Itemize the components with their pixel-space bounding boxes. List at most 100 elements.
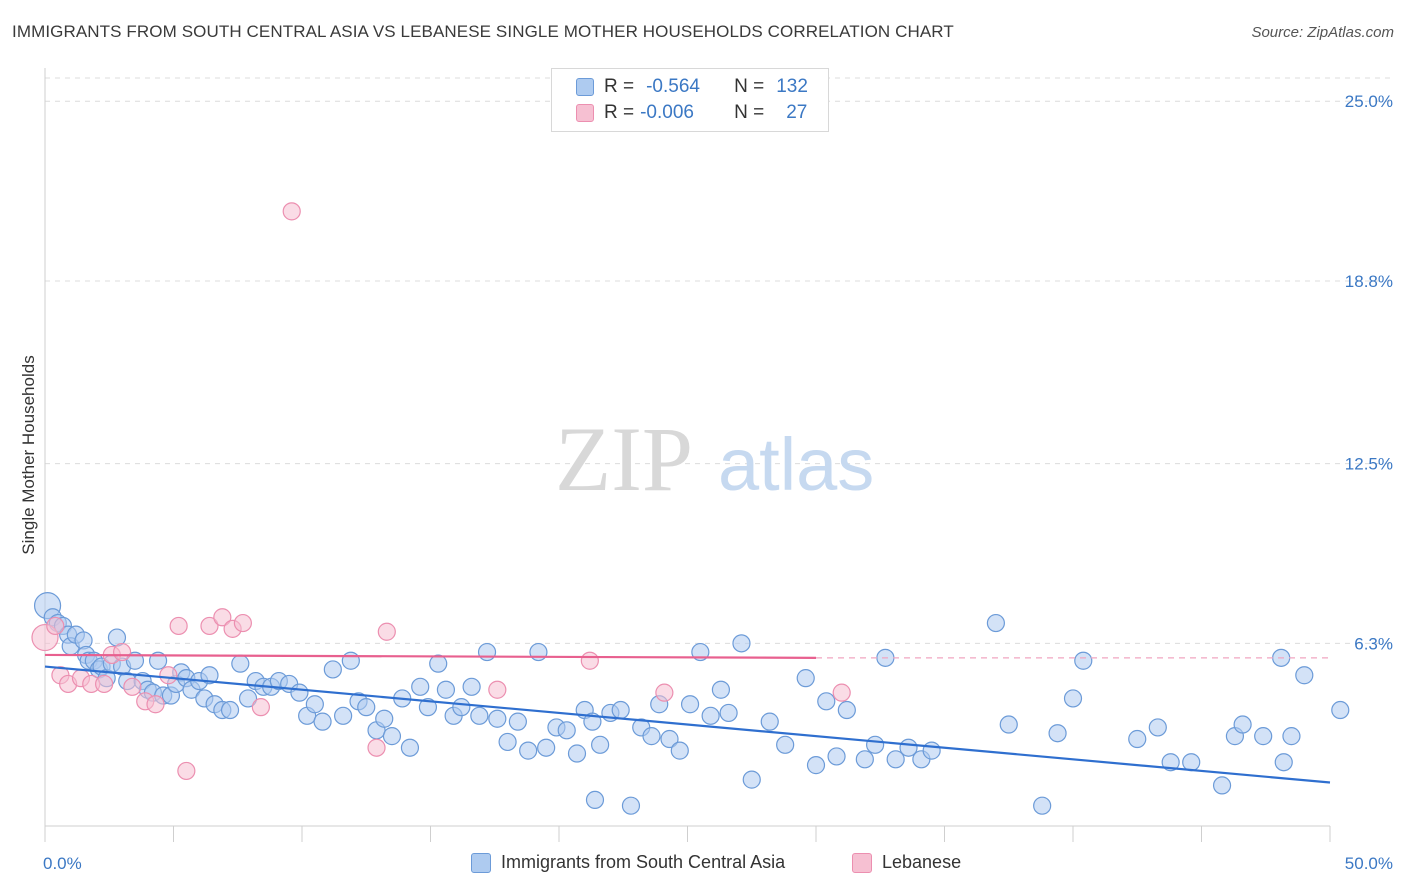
blue-point [529,642,548,662]
blue-point [1074,651,1093,670]
blue-point [776,735,795,754]
pink-point [177,761,196,781]
pink-point [580,651,599,670]
blue-point [1212,776,1232,795]
blue-point [238,689,258,708]
blue-point [866,735,885,754]
blue-point [711,680,731,699]
blue-point [1295,666,1314,685]
legend-r-value: -0.564 [646,76,700,97]
legend-swatch-pink [576,104,594,122]
blue-point [220,700,240,720]
pink-point [112,642,132,662]
series-legend-item-pink: Lebanese [852,852,961,873]
pink-point [655,683,674,702]
y-tick-label: 18.8% [1345,272,1393,291]
blue-point [827,747,846,766]
pink-point [367,738,386,757]
blue-point [231,654,250,673]
correlation-legend: R = -0.564 N = 132 R = -0.006 N = 27 [551,68,829,132]
blue-point [375,709,394,728]
legend-row-blue: R = -0.564 N = 132 [576,75,808,99]
blue-point [796,669,815,688]
blue-point [290,683,309,702]
blue-point [411,677,430,696]
blue-point [200,666,219,685]
blue-point [313,712,332,731]
blue-point [1254,727,1273,746]
blue-point [986,613,1006,633]
blue-point [1331,700,1350,720]
blue-point [719,703,738,723]
blue-point [660,729,679,749]
blue-point [1161,753,1180,772]
x-tick-label-max: 50.0% [1345,854,1393,873]
pink-point [123,677,142,696]
blue-point [817,692,836,711]
blue-point [341,651,360,670]
blue-point [382,727,402,746]
series-name: Immigrants from South Central Asia [501,852,786,872]
blue-point [1128,729,1147,749]
tick-labels: 25.0% 18.8% 12.5% 6.3% 0.0% 50.0% [43,92,1393,873]
blue-point [537,738,556,757]
series-swatch-pink [852,852,872,873]
pink-point [213,608,232,627]
blue-point [1233,715,1252,734]
blue-point [452,698,471,717]
blue-point [701,706,720,725]
blue-point [855,750,874,769]
blue-point [886,750,905,769]
blue-point [334,706,353,725]
pink-point [200,616,219,636]
y-tick-label: 6.3% [1354,634,1393,653]
blue-point [567,744,587,763]
blue-point [305,695,324,714]
blue-point [519,741,538,760]
blue-trend-line [44,665,1331,784]
blue-point [462,677,481,696]
pink-point [251,698,270,717]
legend-swatch-blue [576,78,594,96]
pink-point [159,666,178,685]
legend-r-label: R = [604,102,635,123]
blue-point [742,770,761,789]
blue-point [357,698,376,717]
blue-point [498,732,517,752]
legend-n-value: 132 [776,76,808,97]
series-legend: Immigrants from South Central Asia Leban… [0,852,1406,878]
blue-point [670,741,689,760]
blue-point [999,715,1018,734]
pink-trend-line [44,653,817,659]
watermark: ZIP atlas [555,408,874,510]
pink-point [169,616,188,636]
blue-point [1148,718,1167,737]
watermark-atlas: atlas [718,423,874,506]
blue-point [806,756,826,775]
pink-point [233,613,252,633]
blue-point [488,709,507,728]
legend-n-label: N = [734,76,765,97]
blue-point [1274,753,1293,772]
blue-point [760,712,779,731]
x-tick-label-min: 0.0% [43,854,82,873]
pink-point [46,616,65,636]
blue-point [323,660,342,679]
blue-point [585,790,605,810]
series-legend-item-blue: Immigrants from South Central Asia [471,852,785,873]
series-name: Lebanese [882,852,962,872]
pink-point [282,202,301,221]
axes [44,68,1331,842]
blue-point [125,651,145,670]
legend-r-value: -0.006 [640,102,694,123]
trend-lines [44,653,1331,784]
blue-point [418,698,438,717]
legend-n-label: N = [734,102,765,123]
blue-point [400,738,420,757]
blue-point [436,680,456,699]
blue-point [557,721,576,740]
chart-title: IMMIGRANTS FROM SOUTH CENTRAL ASIA VS LE… [12,22,954,41]
blue-point [621,796,641,815]
blue-point [642,727,661,746]
